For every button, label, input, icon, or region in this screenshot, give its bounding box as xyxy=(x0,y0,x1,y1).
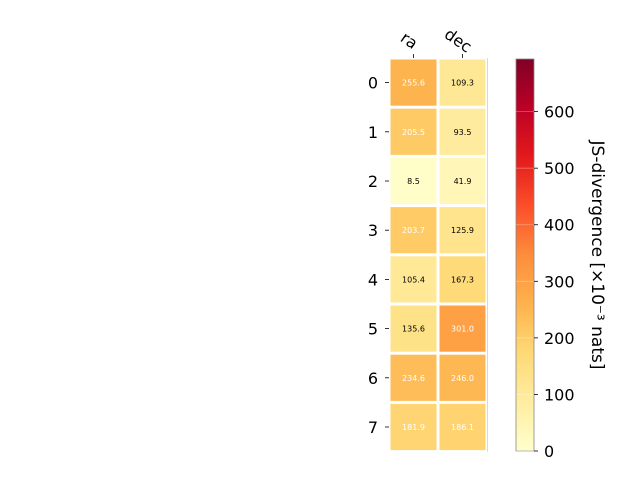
colorbar-tick-label: 300 xyxy=(544,272,575,291)
heatmap-cell-1-ra xyxy=(390,108,437,155)
heatmap-cell-1-dec xyxy=(439,108,486,155)
cell-value-label: 105.4 xyxy=(402,275,425,284)
colorbar-tick-label: 500 xyxy=(544,159,575,178)
colorbar-gradient xyxy=(515,58,535,452)
cell-value-label: 234.6 xyxy=(402,374,425,383)
heatmap-cell-2-ra xyxy=(390,157,437,205)
heatmap-cell-0-ra xyxy=(390,59,437,106)
column-tick-labels: ra dec xyxy=(397,24,475,58)
cell-value-label: 93.5 xyxy=(454,128,472,137)
cell-value-label: 41.9 xyxy=(454,177,472,186)
colorbar-tick-label: 0 xyxy=(544,442,554,461)
heatmap-cell-7-dec xyxy=(439,403,486,451)
heatmap-cell-2-dec xyxy=(439,157,486,205)
cell-value-label: 181.9 xyxy=(402,423,425,432)
colorbar-tick-label: 200 xyxy=(544,329,575,348)
heatmap-cell-3-dec xyxy=(439,207,486,254)
colorbar-tick-label: 100 xyxy=(544,385,575,404)
heatmap-cell-4-ra xyxy=(390,256,437,303)
row-tick-label: 0 xyxy=(368,74,378,93)
row-tick-label: 2 xyxy=(368,172,378,191)
cell-value-label: 125.9 xyxy=(451,226,474,235)
colorbar-tick-label: 400 xyxy=(544,216,575,235)
column-tick-label: ra xyxy=(397,28,421,53)
row-tick-label: 4 xyxy=(368,270,378,289)
heatmap-cell-6-ra xyxy=(390,354,437,401)
heatmap-cell-7-ra xyxy=(390,403,437,451)
cell-value-label: 246.0 xyxy=(451,374,474,383)
heatmap-cell-5-ra xyxy=(390,305,437,352)
cell-value-label: 186.1 xyxy=(451,423,474,432)
cell-value-label: 203.7 xyxy=(402,226,425,235)
cell-value-label: 167.3 xyxy=(451,275,474,284)
cell-value-label: 255.6 xyxy=(402,79,425,88)
colorbar-ticks: 0 100 200 300 400 500 600 xyxy=(516,103,575,461)
heatmap-cell-6-dec xyxy=(439,354,486,401)
row-tick-labels: 0 1 2 3 4 5 6 7 xyxy=(368,74,389,437)
row-tick-label: 3 xyxy=(368,221,378,240)
heatmap-cell-3-ra xyxy=(390,207,437,254)
row-tick-label: 6 xyxy=(368,369,378,388)
cell-value-label: 8.5 xyxy=(407,177,420,186)
cell-value-label: 205.5 xyxy=(402,128,425,137)
row-tick-label: 7 xyxy=(368,418,378,437)
colorbar: 0 100 200 300 400 500 600 JS-divergence [×10⁻³… xyxy=(515,58,607,461)
row-tick-label: 5 xyxy=(368,320,378,339)
row-tick-label: 1 xyxy=(368,123,378,142)
heatmap-cell-5-dec xyxy=(439,305,486,352)
cell-value-label: 301.0 xyxy=(451,325,474,334)
heatmap-grid: 255.6 109.3 205.5 93.5 8.5 41.9 203.7 125.9 105.… xyxy=(390,58,488,452)
column-tick-label: dec xyxy=(441,24,475,56)
colorbar-label: JS-divergence [×10⁻³ nats] xyxy=(587,140,607,370)
heatmap-cell-0-dec xyxy=(439,59,486,106)
cell-value-label: 109.3 xyxy=(451,79,474,88)
heatmap-cell-4-dec xyxy=(439,256,486,303)
cell-value-label: 135.6 xyxy=(402,325,425,334)
colorbar-tick-label: 600 xyxy=(544,103,575,122)
